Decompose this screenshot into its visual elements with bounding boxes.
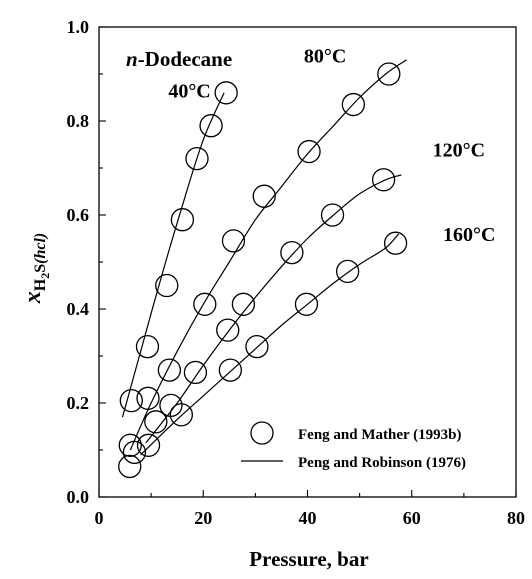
data-point — [169, 403, 194, 427]
chart-title-rest: -Dodecane — [138, 47, 232, 71]
legend-markers-label: Feng and Mather (1993b) — [298, 427, 461, 443]
data-markers — [118, 62, 408, 479]
legend-line-label: Peng and Robinson (1976) — [298, 455, 466, 471]
y-axis-title-sub: H — [32, 278, 49, 291]
data-point — [297, 139, 321, 164]
model-curve — [140, 233, 400, 456]
temperature-label: 40°C — [168, 81, 210, 103]
y-tick-label: 1.0 — [67, 17, 90, 37]
temperature-label: 80°C — [304, 45, 346, 67]
data-point — [245, 334, 269, 359]
data-point — [216, 318, 240, 342]
model-curves — [121, 59, 407, 456]
data-point — [170, 208, 195, 232]
data-point — [144, 410, 168, 434]
y-tick-label: 0.6 — [67, 205, 90, 225]
y-axis-title-italic-sub: (hcl) — [32, 233, 49, 264]
data-point — [183, 360, 208, 385]
temperature-labels: 40°C 80°C 120°C 160°C — [168, 45, 495, 246]
data-point — [341, 92, 366, 117]
data-point — [294, 292, 319, 316]
y-tick-label: 0.4 — [67, 299, 90, 319]
data-point — [383, 231, 408, 255]
legend-marker-symbol — [250, 421, 274, 445]
data-point — [118, 433, 142, 457]
chart-title: n-Dodecane — [126, 47, 232, 71]
y-axis-title-tail: S — [32, 264, 49, 273]
chart-title-italic: n — [126, 47, 138, 71]
data-point — [193, 292, 217, 316]
data-point — [231, 292, 256, 316]
data-point — [155, 273, 179, 298]
data-point — [214, 81, 238, 105]
legend: Feng and Mather (1993b) Peng and Robinso… — [241, 421, 466, 471]
data-point — [218, 358, 243, 382]
data-point — [136, 386, 160, 410]
data-point — [136, 433, 161, 457]
y-axis-title-subsub: 2 — [38, 273, 52, 279]
y-axis-title: xH2S(hcl) — [20, 233, 52, 304]
model-curve — [121, 92, 225, 418]
data-point — [185, 146, 209, 171]
data-point — [280, 240, 304, 265]
x-tick-label: 20 — [194, 508, 212, 528]
data-point — [320, 203, 345, 227]
data-point — [135, 334, 160, 359]
x-tick-label: 40 — [299, 508, 317, 528]
y-axis-title-x: x — [20, 291, 46, 304]
data-point — [157, 358, 182, 382]
data-point — [221, 229, 246, 253]
model-curve — [129, 59, 407, 451]
y-tick-label: 0.8 — [67, 111, 90, 131]
temperature-label: 120°C — [433, 139, 485, 161]
data-point — [122, 440, 147, 465]
model-curve — [145, 174, 402, 444]
data-point — [371, 168, 396, 192]
data-point — [199, 114, 223, 138]
data-point — [252, 184, 276, 208]
data-point — [335, 259, 360, 284]
data-point — [118, 454, 142, 479]
x-tick-label: 0 — [95, 508, 104, 528]
x-tick-label: 80 — [507, 508, 525, 528]
y-tick-label: 0.2 — [67, 393, 90, 413]
x-tick-label: 60 — [403, 508, 421, 528]
y-tick-label: 0.0 — [67, 487, 90, 507]
temperature-label: 160°C — [443, 224, 495, 246]
axis-ticks: 0 20 40 60 80 0.0 0.2 0.4 0.6 0.8 1.0 — [67, 17, 526, 528]
x-axis-title: Pressure, bar — [249, 547, 368, 571]
data-point — [377, 62, 401, 86]
data-point — [119, 388, 143, 413]
